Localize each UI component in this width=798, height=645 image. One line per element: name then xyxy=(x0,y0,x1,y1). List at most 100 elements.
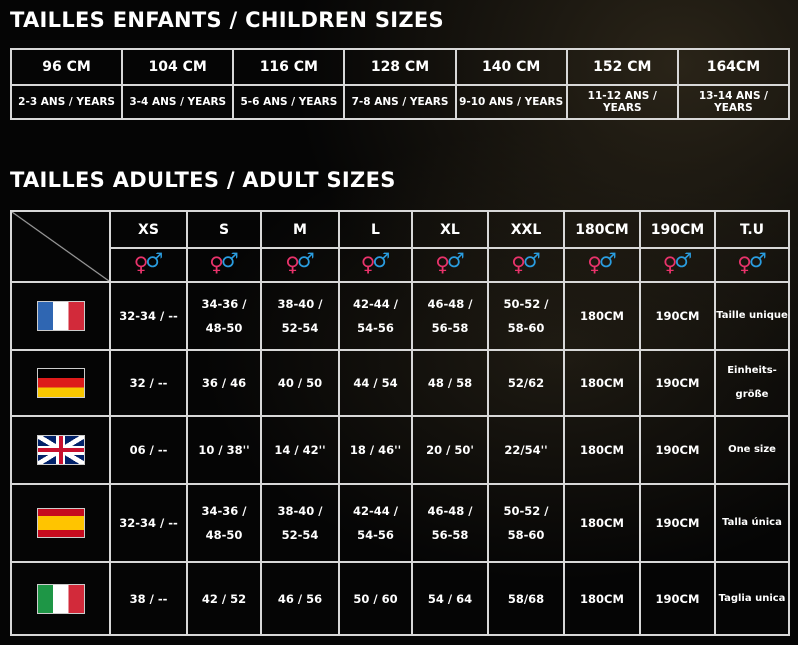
female-icon: ♀ xyxy=(360,251,376,276)
size-value-cell: 20 / 50' xyxy=(411,415,489,485)
size-value-cell: 190CM xyxy=(639,415,716,485)
adult-size-table: XS S M L XL XXL 180CM 190CM T.U ♀♂ ♀♂ ♀♂ ♀♂ ♀♂ ♀♂ ♀♂ ♀♂… xyxy=(10,210,790,636)
size-value-cell: 180CM xyxy=(563,281,641,351)
children-sizes-title: TAILLES ENFANTS / CHILDREN SIZES xyxy=(10,8,444,32)
male-icon: ♂ xyxy=(372,247,391,272)
size-header-cell: T.U xyxy=(714,210,790,249)
uk-flag-icon xyxy=(36,435,85,465)
child-size-cell: 96 CM xyxy=(9,48,124,86)
size-value-cell: 46-48 /56-58 xyxy=(411,483,489,563)
size-row: 06 / -- 10 / 38'' 14 / 42'' 18 / 46'' 20 / 5… xyxy=(10,415,790,485)
size-value-cell: 50-52 /58-60 xyxy=(487,483,565,563)
size-value-cell: Talla única xyxy=(714,483,790,563)
child-age-cell: 13-14 ANS / YEARS xyxy=(676,84,791,120)
size-value-cell: 38-40 /52-54 xyxy=(260,281,340,351)
male-icon: ♂ xyxy=(296,247,315,272)
child-age-cell: 3-4 ANS / YEARS xyxy=(121,84,235,120)
size-value-cell: 06 / -- xyxy=(109,415,188,485)
size-value-cell: 38-40 /52-54 xyxy=(260,483,340,563)
gender-cell: ♀♂ xyxy=(186,247,262,283)
adult-sizes-title: TAILLES ADULTES / ADULT SIZES xyxy=(10,168,396,192)
child-size-cell: 104 CM xyxy=(121,48,235,86)
child-size-cell: 116 CM xyxy=(232,48,346,86)
size-value-cell: 180CM xyxy=(563,349,641,417)
child-age-cell: 2-3 ANS / YEARS xyxy=(9,84,124,120)
female-icon: ♀ xyxy=(435,251,450,276)
size-value-cell: Einheits-größe xyxy=(714,349,790,417)
size-value-cell: 42-44 /54-56 xyxy=(338,281,413,351)
size-value-cell: 46-48 /56-58 xyxy=(411,281,489,351)
child-age-cell: 9-10 ANS / YEARS xyxy=(454,84,568,120)
country-cell xyxy=(10,281,111,351)
size-header-cell: L xyxy=(338,210,413,249)
child-size-cell: 164CM xyxy=(676,48,791,86)
gender-cell: ♀♂ xyxy=(338,247,413,283)
size-header-cell: 190CM xyxy=(639,210,716,249)
size-value-cell: 18 / 46'' xyxy=(338,415,413,485)
de-flag-icon xyxy=(36,368,85,398)
size-header-cell: XL xyxy=(411,210,489,249)
country-cell xyxy=(10,349,111,417)
size-value-cell: 34-36 /48-50 xyxy=(186,281,262,351)
it-flag-icon xyxy=(36,583,85,614)
size-value-cell: 180CM xyxy=(563,561,641,636)
female-icon: ♀ xyxy=(737,251,752,276)
size-header-cell: 180CM xyxy=(563,210,641,249)
child-size-cell: 140 CM xyxy=(454,48,568,86)
size-header-cell: XS xyxy=(109,210,188,249)
child-age-cell: 11-12 ANS / YEARS xyxy=(565,84,679,120)
size-row: 38 / -- 42 / 52 46 / 56 50 / 60 54 / 64 58/68… xyxy=(10,561,790,636)
child-size-cell: 152 CM xyxy=(565,48,679,86)
size-row: 32-34 / -- 34-36 /48-50 38-40 /52-54 42-44 … xyxy=(10,281,790,351)
children-size-table: 96 CM 104 CM 116 CM 128 CM 140 CM 152 CM 164CM… xyxy=(9,48,791,120)
corner-cell xyxy=(10,210,111,283)
size-value-cell: 54 / 64 xyxy=(411,561,489,636)
size-value-cell: 190CM xyxy=(639,349,716,417)
size-header-cell: XXL xyxy=(487,210,565,249)
size-value-cell: 10 / 38'' xyxy=(186,415,262,485)
size-value-cell: 44 / 54 xyxy=(338,349,413,417)
size-value-cell: 50 / 60 xyxy=(338,561,413,636)
size-row: 32-34 / -- 34-36 /48-50 38-40 /52-54 42-44 … xyxy=(10,483,790,563)
size-value-cell: 38 / -- xyxy=(109,561,188,636)
size-value-cell: 14 / 42'' xyxy=(260,415,340,485)
size-row: 32 / -- 36 / 46 40 / 50 44 / 54 48 / 58 52/62… xyxy=(10,349,790,417)
size-value-cell: Taille unique xyxy=(714,281,790,351)
size-value-cell: 46 / 56 xyxy=(260,561,340,636)
female-icon: ♀ xyxy=(133,251,149,276)
size-value-cell: Taglia unica xyxy=(714,561,790,636)
country-cell xyxy=(10,561,111,636)
size-value-cell: 50-52 /58-60 xyxy=(487,281,565,351)
country-cell xyxy=(10,415,111,485)
size-value-cell: 32 / -- xyxy=(109,349,188,417)
gender-cell: ♀♂ xyxy=(563,247,641,283)
size-value-cell: 180CM xyxy=(563,415,641,485)
male-icon: ♂ xyxy=(446,247,465,272)
gender-cell: ♀♂ xyxy=(639,247,716,283)
country-cell xyxy=(10,483,111,563)
size-value-cell: 180CM xyxy=(563,483,641,563)
size-value-cell: 58/68 xyxy=(487,561,565,636)
size-header-cell: M xyxy=(260,210,340,249)
size-value-cell: 32-34 / -- xyxy=(109,281,188,351)
male-icon: ♂ xyxy=(674,247,693,272)
male-icon: ♂ xyxy=(145,247,164,272)
fr-flag-icon xyxy=(36,301,85,331)
female-icon: ♀ xyxy=(587,251,602,276)
female-icon: ♀ xyxy=(511,251,526,276)
size-value-cell: 190CM xyxy=(639,483,716,563)
gender-cell: ♀♂ xyxy=(714,247,790,283)
size-value-cell: 32-34 / -- xyxy=(109,483,188,563)
child-age-cell: 5-6 ANS / YEARS xyxy=(232,84,346,120)
female-icon: ♀ xyxy=(662,251,678,276)
male-icon: ♂ xyxy=(220,247,239,272)
gender-cell: ♀♂ xyxy=(487,247,565,283)
size-value-cell: 42-44 /54-56 xyxy=(338,483,413,563)
male-icon: ♂ xyxy=(748,247,767,272)
female-icon: ♀ xyxy=(209,251,224,276)
size-value-cell: 190CM xyxy=(639,561,716,636)
size-value-cell: 36 / 46 xyxy=(186,349,262,417)
size-value-cell: 42 / 52 xyxy=(186,561,262,636)
size-value-cell: One size xyxy=(714,415,790,485)
male-icon: ♂ xyxy=(522,247,541,272)
